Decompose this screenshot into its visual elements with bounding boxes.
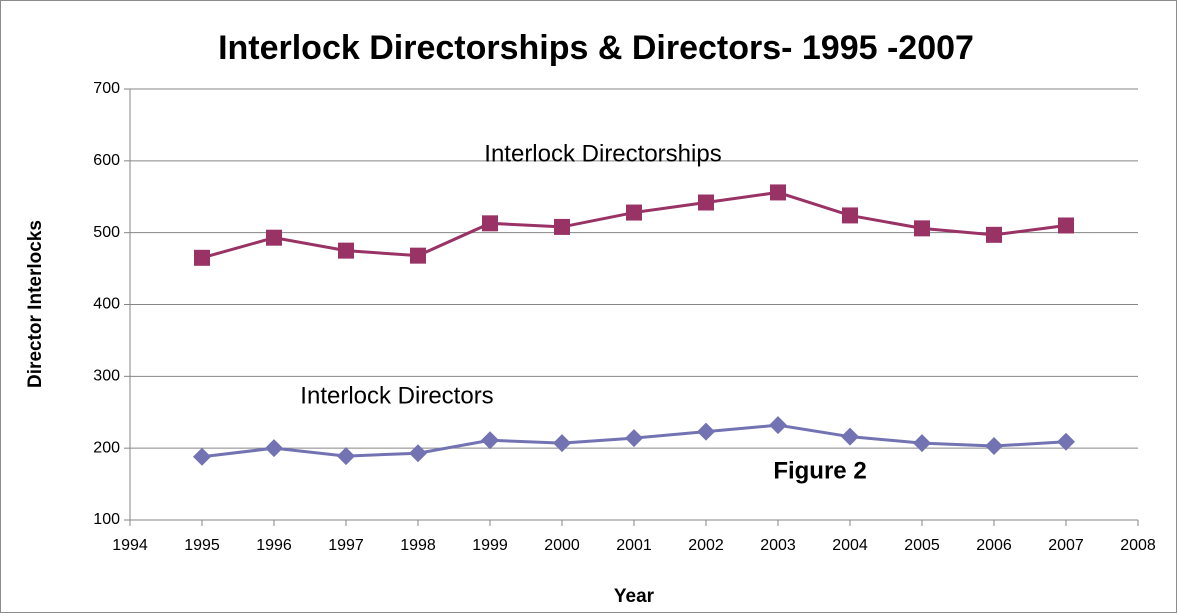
marker	[265, 439, 283, 458]
marker	[194, 249, 210, 266]
y-tick-label: 300	[93, 368, 120, 385]
marker	[482, 215, 498, 232]
marker	[1057, 432, 1075, 451]
marker	[770, 184, 786, 201]
x-tick-label: 2007	[1048, 537, 1084, 554]
x-tick-label: 2006	[976, 537, 1012, 554]
marker	[625, 429, 643, 448]
y-tick-label: 100	[93, 511, 120, 528]
y-tick-label: 500	[93, 224, 120, 241]
x-tick-label: 2000	[544, 537, 580, 554]
marker	[698, 194, 714, 211]
y-tick-label: 700	[93, 80, 120, 97]
x-tick-label: 1997	[328, 537, 364, 554]
marker	[985, 437, 1003, 456]
marker	[697, 422, 715, 441]
x-tick-label: 2005	[904, 537, 940, 554]
marker	[842, 207, 858, 224]
x-tick-label: 1999	[472, 537, 508, 554]
marker	[337, 447, 355, 466]
x-axis-label: Year	[614, 586, 655, 607]
x-tick-label: 2001	[616, 537, 652, 554]
x-tick-label: 2002	[688, 537, 724, 554]
marker	[266, 229, 282, 246]
series-label: Interlock Directors	[300, 382, 493, 409]
marker	[1058, 217, 1074, 234]
y-tick-label: 200	[93, 439, 120, 456]
chart-title: Interlock Directorships & Directors- 199…	[218, 29, 974, 67]
marker	[986, 226, 1002, 243]
marker	[553, 434, 571, 453]
marker	[841, 427, 859, 446]
marker	[554, 218, 570, 235]
marker	[193, 447, 211, 466]
annotation: Figure 2	[773, 457, 866, 484]
x-tick-label: 2004	[832, 537, 868, 554]
y-tick-label: 400	[93, 296, 120, 313]
x-tick-label: 1995	[184, 537, 220, 554]
x-tick-label: 1996	[256, 537, 292, 554]
marker	[769, 416, 787, 435]
series-label: Interlock Directorships	[484, 140, 721, 167]
marker	[481, 431, 499, 450]
x-tick-label: 1994	[112, 537, 148, 554]
y-axis-label: Director Interlocks	[25, 220, 46, 388]
x-tick-label: 2003	[760, 537, 796, 554]
marker	[409, 444, 427, 463]
marker	[338, 242, 354, 259]
x-tick-label: 2008	[1120, 537, 1156, 554]
y-tick-label: 600	[93, 152, 120, 169]
marker	[410, 247, 426, 264]
marker	[913, 434, 931, 453]
marker	[914, 220, 930, 237]
marker	[626, 204, 642, 221]
x-tick-label: 1998	[400, 537, 436, 554]
